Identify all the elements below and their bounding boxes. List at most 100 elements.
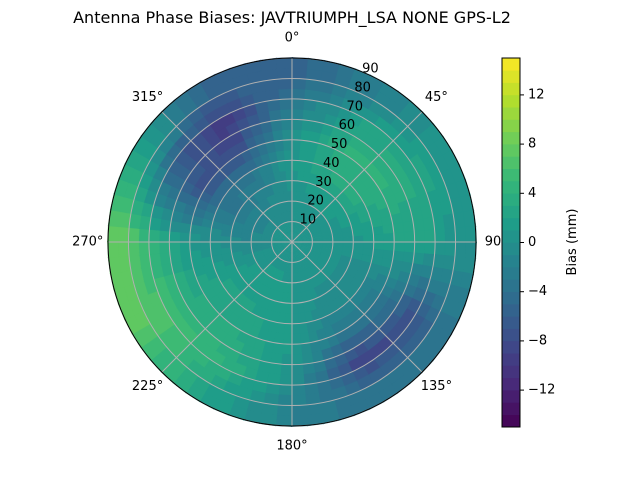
colorbar-level — [502, 217, 520, 231]
colorbar-tick-label: −8 — [528, 333, 547, 348]
contour-cell — [464, 225, 477, 244]
colorbar-level — [502, 316, 520, 329]
colorbar-level — [502, 82, 520, 96]
contour-cell — [107, 224, 120, 243]
contour-cell — [286, 179, 293, 192]
contour-cell — [291, 374, 305, 386]
angular-tick-label: 0° — [285, 30, 300, 45]
contour-cell — [291, 118, 304, 131]
colorbar-level — [502, 279, 520, 292]
contour-cell — [284, 159, 293, 171]
contour-cell — [199, 241, 211, 251]
contour-cell — [137, 227, 150, 243]
contour-cell — [291, 77, 308, 90]
angular-tick-labels: 0°45°90°135°180°225°270°315° — [72, 30, 508, 453]
colorbar-level — [502, 156, 520, 169]
contour-cell — [291, 98, 306, 110]
radial-tick-label: 40 — [323, 156, 340, 171]
polar-grid — [107, 57, 477, 427]
contour-cell — [291, 333, 302, 346]
angular-gridline — [161, 111, 293, 243]
contour-cell — [291, 57, 310, 70]
contour-cell — [229, 241, 242, 248]
colorbar-level — [502, 242, 520, 256]
radial-tick-label: 60 — [339, 118, 356, 133]
colorbar-level — [502, 328, 520, 342]
contour-cell — [178, 241, 191, 253]
contour-cell — [279, 363, 293, 376]
contour-cell — [454, 226, 467, 244]
contour-cell — [413, 241, 426, 255]
contour-cell — [283, 149, 293, 161]
colorbar-tick-label: 8 — [528, 137, 536, 152]
contour-cell — [276, 394, 293, 407]
contour-cell — [444, 227, 457, 244]
colorbar-level — [502, 131, 520, 145]
colorbar-tick-label: −12 — [528, 383, 555, 398]
contour-cell — [276, 67, 294, 80]
contour-cell — [434, 228, 447, 244]
colorbar-level — [502, 291, 520, 305]
colorbar-level — [502, 365, 520, 379]
contour-cell — [168, 241, 181, 253]
colorbar-tick-label: 4 — [528, 186, 536, 201]
angular-tick-label: 180° — [276, 439, 307, 454]
contour-cell — [291, 343, 303, 356]
colorbar-level — [502, 119, 520, 133]
radial-tick-label: 10 — [300, 213, 317, 228]
contour-cell — [454, 241, 467, 259]
contour-cell — [275, 404, 293, 417]
colorbar-tick-label: 0 — [528, 235, 536, 250]
contour-cell — [413, 230, 426, 243]
radial-tick-label: 70 — [346, 99, 363, 114]
colorbar-level — [502, 389, 520, 403]
chart-title: Antenna Phase Biases: JAVTRIUMPH_LSA NON… — [73, 8, 511, 28]
colorbar-level — [502, 168, 520, 182]
radial-tick-label: 90 — [362, 62, 379, 77]
colorbar-level — [502, 340, 520, 354]
contour-cell — [282, 138, 293, 151]
contour-cell — [291, 363, 304, 376]
angular-tick-label: 225° — [132, 379, 163, 394]
angular-tick-label: 315° — [132, 90, 163, 105]
colorbar-level — [502, 94, 520, 108]
radial-tick-label: 50 — [331, 137, 348, 152]
contour-cell — [290, 414, 309, 427]
contour-cell — [291, 67, 309, 80]
contour-cell — [403, 241, 416, 254]
angular-tick-label: 270° — [72, 235, 103, 250]
contour-cell — [403, 231, 416, 243]
contour-cell — [209, 241, 221, 250]
contour-cell — [278, 87, 294, 100]
polar-frame — [107, 57, 477, 427]
contour-cell — [444, 241, 457, 258]
colorbar-level — [502, 205, 520, 219]
contour-cell — [281, 118, 293, 131]
contour-cell — [148, 241, 160, 255]
colorbar-ticks: −12 −8 −4 0 4 8 12 — [520, 87, 555, 398]
contour-cell — [278, 374, 293, 386]
contour-cell — [280, 353, 293, 366]
colorbar-level — [502, 143, 520, 157]
angular-gridline — [161, 241, 293, 373]
contour-cell — [279, 98, 293, 110]
colorbar-level — [502, 57, 520, 71]
contour-cell — [393, 231, 406, 243]
contour-cell — [117, 240, 130, 258]
colorbar-level — [502, 180, 520, 194]
colorbar-level — [502, 193, 520, 206]
contour-cell — [158, 241, 171, 254]
colorbar-level — [502, 352, 520, 366]
colorbar-level — [502, 254, 520, 268]
colorbar-level — [502, 70, 520, 83]
contour-cell — [291, 323, 301, 335]
colorbar-label: Bias (mm) — [565, 209, 580, 276]
contour-cell — [290, 384, 306, 397]
contour-cell — [127, 226, 140, 243]
contour-cell — [291, 87, 307, 100]
colorbar-tick-label: 12 — [528, 87, 545, 102]
contour-cell — [148, 228, 160, 243]
contour-cell — [290, 394, 307, 407]
angular-gridline — [291, 241, 423, 373]
